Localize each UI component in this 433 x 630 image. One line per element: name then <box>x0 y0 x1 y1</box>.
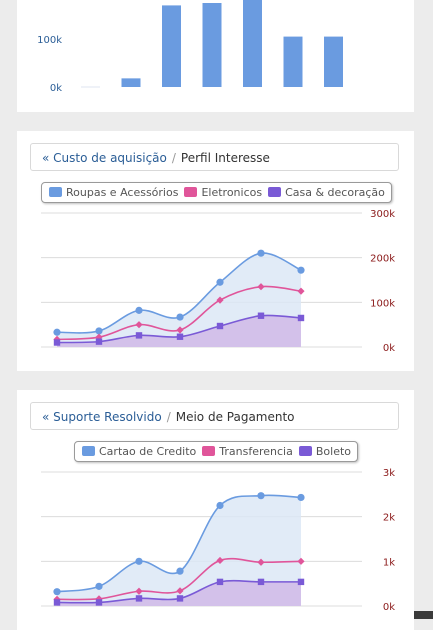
data-point <box>216 278 224 286</box>
data-point <box>216 322 224 330</box>
legend-item-casa[interactable]: Casa & decoração <box>268 183 385 202</box>
legend-swatch <box>184 187 198 197</box>
data-point <box>95 595 103 603</box>
data-point <box>95 582 103 590</box>
data-point <box>257 283 265 291</box>
bar <box>121 78 141 87</box>
bar-chart: 100k 0k <box>37 0 343 94</box>
data-point <box>257 492 265 500</box>
chart-legend: Cartao de Credito Transferencia Boleto <box>74 441 359 462</box>
data-point <box>176 326 184 334</box>
breadcrumb-back-link[interactable]: « Custo de aquisição <box>42 151 167 165</box>
window-corner <box>414 611 433 619</box>
data-point <box>216 556 224 565</box>
y-tick-label: 1k <box>383 557 395 568</box>
legend-item-transferencia[interactable]: Transferencia <box>202 442 293 461</box>
data-point <box>135 332 143 339</box>
y-tick-label: 0k <box>383 602 395 613</box>
legend-swatch <box>82 446 95 456</box>
y-tick-label: 200k <box>370 254 395 265</box>
data-point <box>135 587 143 595</box>
data-point <box>176 567 184 575</box>
data-point <box>53 339 61 346</box>
custo-chart-panel: « Custo de aquisição / Perfil Interesse Ro… <box>17 131 414 371</box>
data-point <box>95 338 103 345</box>
y-tick-label: 3k <box>383 468 395 479</box>
breadcrumb-current: Perfil Interesse <box>180 151 270 165</box>
data-point <box>257 249 265 257</box>
data-point <box>53 328 61 336</box>
y-tick-label: 100k <box>37 35 62 46</box>
data-point <box>297 493 305 502</box>
legend-item-cartao[interactable]: Cartao de Credito <box>82 442 196 461</box>
bar <box>243 0 262 88</box>
series-a-area <box>57 495 301 606</box>
data-point <box>176 333 184 340</box>
data-point <box>135 306 143 314</box>
data-point <box>257 558 265 566</box>
top-chart-panel: 100k 0k <box>17 0 414 112</box>
y-tick-label: 300k <box>370 209 395 220</box>
data-point <box>257 312 265 319</box>
y-tick-label: 0k <box>383 343 395 354</box>
data-point <box>135 595 143 602</box>
data-point <box>135 557 143 565</box>
data-point <box>216 501 224 510</box>
breadcrumb-back-link[interactable]: « Suporte Resolvido <box>42 410 162 424</box>
breadcrumb-current: Meio de Pagamento <box>175 410 295 424</box>
breadcrumb: « Custo de aquisição / Perfil Interesse <box>30 143 399 171</box>
y-tick-label: 100k <box>370 298 395 309</box>
series-c-area <box>57 580 301 606</box>
data-point <box>297 578 305 586</box>
breadcrumb: « Suporte Resolvido / Meio de Pagamento <box>30 402 399 430</box>
bar <box>324 36 343 87</box>
data-point <box>53 599 61 606</box>
data-point <box>53 588 61 596</box>
bar <box>283 36 303 87</box>
bar <box>162 5 181 87</box>
data-point <box>95 327 103 335</box>
legend-swatch <box>49 187 62 197</box>
data-point <box>216 578 224 586</box>
legend-swatch <box>202 446 216 456</box>
bar <box>202 3 222 87</box>
chart-legend: Roupas e Acessórios Eletronicos Casa & dec… <box>41 182 392 203</box>
y-tick-label: 0k <box>50 83 62 94</box>
data-point <box>176 595 184 602</box>
legend-swatch <box>298 446 312 456</box>
legend-item-roupas[interactable]: Roupas e Acessórios <box>49 183 178 202</box>
y-tick-label: 2k <box>383 513 395 524</box>
data-point <box>297 266 305 274</box>
area-chart: 300k 200k 100k 0k <box>41 209 395 354</box>
data-point <box>257 578 265 586</box>
data-point <box>176 313 184 321</box>
breadcrumb-separator: / <box>166 410 171 424</box>
legend-item-eletronicos[interactable]: Eletronicos <box>184 183 262 202</box>
legend-item-boleto[interactable]: Boleto <box>298 442 351 461</box>
legend-swatch <box>268 187 282 197</box>
breadcrumb-separator: / <box>171 151 176 165</box>
data-point <box>297 314 305 322</box>
suporte-chart-panel: « Suporte Resolvido / Meio de Pagamento Ca… <box>17 390 414 630</box>
data-point <box>95 599 103 606</box>
area-chart: 3k 2k 1k 0k <box>41 468 395 613</box>
